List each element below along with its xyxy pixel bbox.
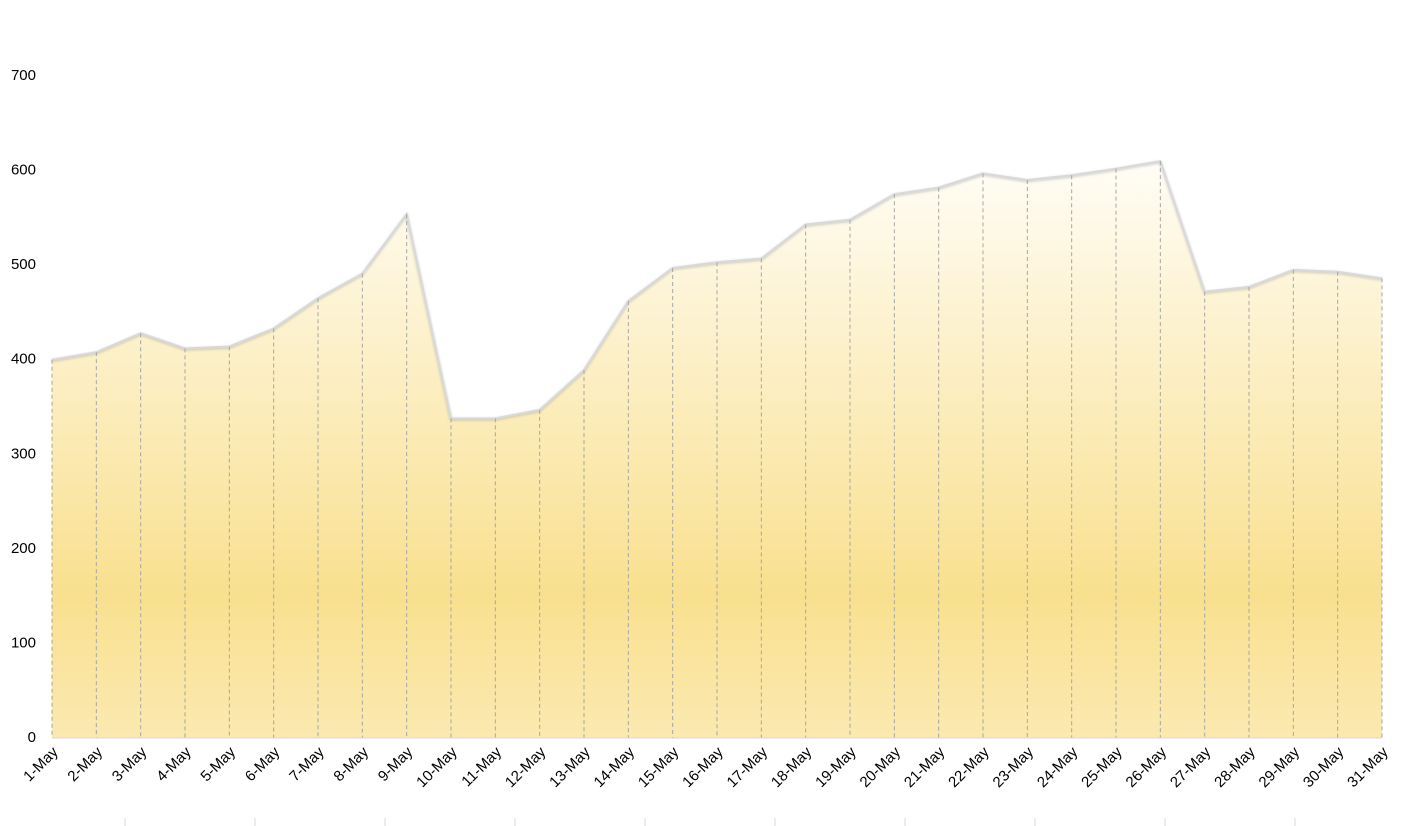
y-tick-label: 100 xyxy=(11,634,36,651)
y-tick-label: 0 xyxy=(28,729,36,746)
x-tick-label: 22-May xyxy=(945,743,993,791)
x-tick-label: 5-May xyxy=(197,743,239,785)
x-tick-label: 24-May xyxy=(1034,743,1082,791)
x-tick-label: 20-May xyxy=(857,743,905,791)
x-tick-label: 7-May xyxy=(286,743,328,785)
x-tick-label: 31-May xyxy=(1344,743,1392,791)
y-tick-label: 300 xyxy=(11,445,36,462)
x-tick-label: 12-May xyxy=(502,743,550,791)
area xyxy=(52,161,1382,739)
x-tick-label: 14-May xyxy=(591,743,639,791)
y-tick-label: 200 xyxy=(11,540,36,557)
x-tick-label: 6-May xyxy=(242,743,284,785)
x-tick-label: 26-May xyxy=(1123,743,1171,791)
y-tick-label: 600 xyxy=(11,162,36,179)
x-tick-label: 4-May xyxy=(153,743,195,785)
x-tick-label: 2-May xyxy=(64,743,106,785)
x-tick-label: 28-May xyxy=(1211,743,1259,791)
x-tick-label: 29-May xyxy=(1256,743,1304,791)
x-tick-label: 27-May xyxy=(1167,743,1215,791)
x-tick-label: 17-May xyxy=(724,743,772,791)
x-tick-label: 8-May xyxy=(330,743,372,785)
x-tick-label: 13-May xyxy=(546,743,594,791)
x-tick-label: 19-May xyxy=(812,743,860,791)
x-tick-label: 11-May xyxy=(458,743,505,790)
decoration xyxy=(124,818,1296,826)
x-tick-label: 30-May xyxy=(1300,743,1348,791)
x-tick-label: 16-May xyxy=(679,743,727,791)
x-tick-label: 1-May xyxy=(20,743,62,785)
y-tick-label: 500 xyxy=(11,256,36,273)
x-tick-label: 21-May xyxy=(901,743,949,791)
x-tick-label: 10-May xyxy=(413,743,461,791)
x-tick-label: 9-May xyxy=(375,743,417,785)
x-tick-label: 23-May xyxy=(990,743,1038,791)
x-tick-label: 18-May xyxy=(768,743,816,791)
x-tick-label: 15-May xyxy=(635,743,683,791)
y-tick-label: 700 xyxy=(11,67,36,84)
y-tick-label: 400 xyxy=(11,351,36,368)
x-tick-label: 25-May xyxy=(1078,743,1126,791)
x-tick-label: 3-May xyxy=(109,743,151,785)
